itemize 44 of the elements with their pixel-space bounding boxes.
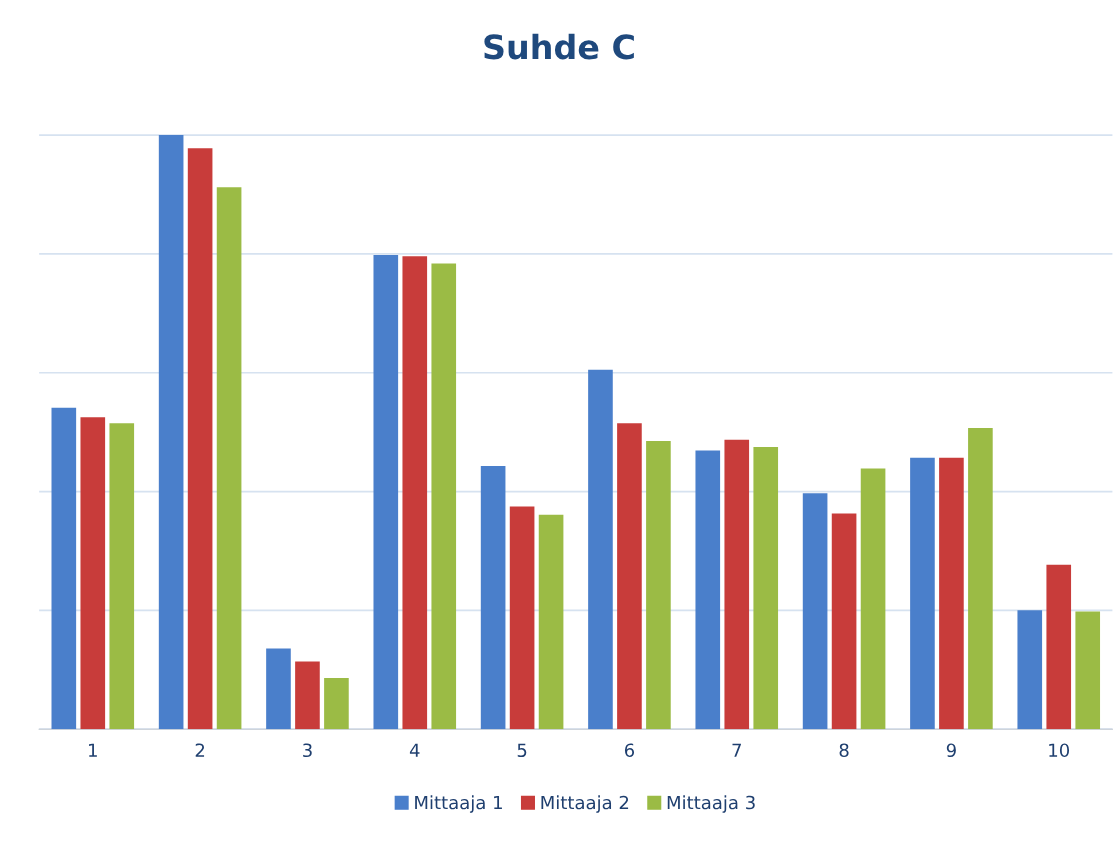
bar bbox=[431, 263, 457, 730]
x-tick-label: 2 bbox=[195, 743, 205, 757]
bar bbox=[1075, 611, 1101, 730]
bar bbox=[910, 457, 935, 730]
x-tick-label: 1 bbox=[89, 743, 97, 757]
bar bbox=[109, 423, 135, 730]
bar bbox=[617, 423, 642, 730]
bar bbox=[51, 407, 77, 730]
bar bbox=[831, 513, 857, 730]
chart-title: Suhde C bbox=[484, 33, 634, 60]
x-tick-label: 9 bbox=[946, 743, 956, 758]
bar bbox=[646, 441, 671, 730]
bar bbox=[724, 439, 750, 730]
bar bbox=[509, 506, 535, 730]
bar bbox=[1046, 564, 1072, 730]
bar bbox=[968, 427, 993, 730]
bar bbox=[266, 648, 291, 730]
bar bbox=[402, 256, 428, 730]
bar bbox=[324, 678, 349, 730]
bar bbox=[939, 457, 964, 730]
bar bbox=[538, 514, 564, 730]
x-tick-label: 6 bbox=[624, 743, 635, 758]
bar bbox=[753, 446, 779, 730]
legend-label: Mittaaja 2 bbox=[541, 795, 629, 813]
x-tick-label: 10 bbox=[1049, 743, 1070, 758]
bar bbox=[480, 466, 506, 730]
bar bbox=[588, 369, 613, 730]
bar bbox=[860, 468, 886, 730]
legend-label: Mittaaja 1 bbox=[415, 795, 502, 813]
bar bbox=[373, 255, 399, 730]
x-tick-label: 4 bbox=[409, 743, 420, 757]
x-tick-label: 8 bbox=[839, 743, 849, 758]
bar bbox=[80, 417, 106, 730]
legend-label: Mittaaja 3 bbox=[667, 795, 755, 813]
bar bbox=[187, 148, 213, 730]
bar bbox=[216, 187, 242, 730]
bar bbox=[695, 450, 721, 730]
x-tick-label: 3 bbox=[303, 743, 312, 758]
bar bbox=[1017, 610, 1043, 730]
bar bbox=[158, 135, 184, 730]
bar bbox=[802, 493, 828, 730]
x-tick-label: 5 bbox=[517, 743, 527, 758]
bar bbox=[295, 661, 320, 730]
x-tick-label: 7 bbox=[732, 743, 741, 757]
